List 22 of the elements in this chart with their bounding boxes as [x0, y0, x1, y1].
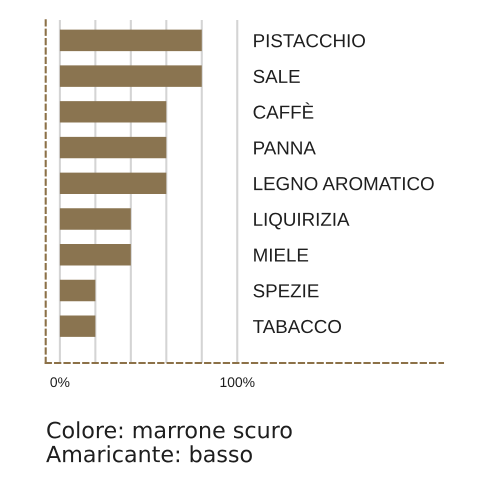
text: Amaricante: basso [46, 445, 252, 462]
bar [60, 315, 96, 337]
y-tick-label: CAFFÈ [254, 102, 314, 119]
y-tick-label: SALE [253, 70, 300, 84]
x-tick-label: 100% [220, 377, 255, 388]
bar [60, 280, 96, 302]
bar [60, 136, 166, 158]
bar [60, 30, 202, 52]
y-tick-label: MIELE [254, 248, 308, 262]
x-tick-label: 0% [50, 377, 70, 388]
y-tick-label: PANNA [254, 141, 316, 154]
bar [60, 65, 202, 87]
y-tick-label: TABACCO [253, 320, 341, 334]
bar [60, 208, 131, 230]
bar [60, 244, 131, 266]
y-tick-label: SPEZIE [253, 284, 319, 298]
y-tick-label: LEGNO AROMATICO [254, 176, 434, 190]
y-tick-label: PISTACCHIO [254, 34, 365, 48]
bar [60, 101, 166, 123]
text: Colore: marrone scuro [47, 421, 292, 438]
bar [60, 172, 166, 194]
y-tick-label: LIQUIRIZIA [254, 212, 350, 230]
